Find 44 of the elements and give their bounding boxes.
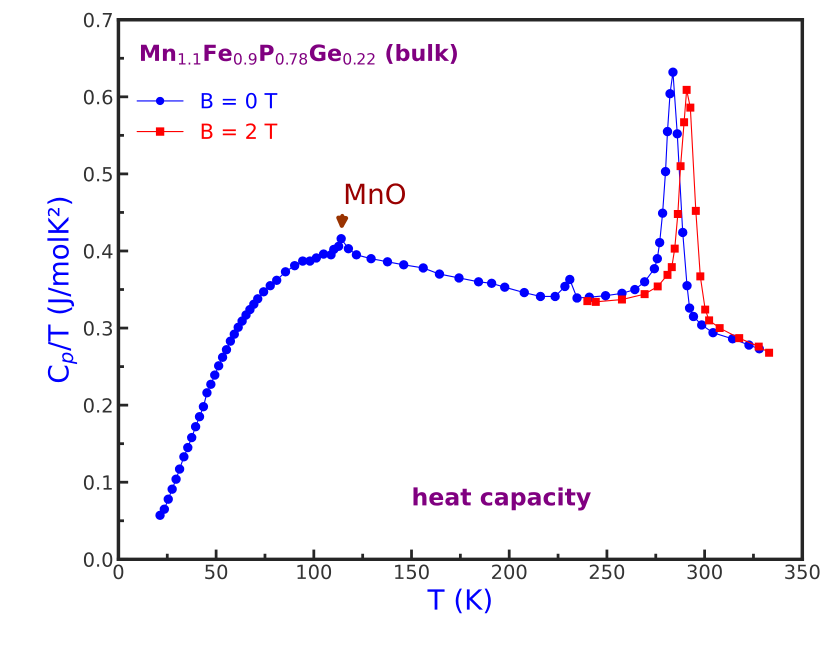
x-tick-label: 350 bbox=[785, 564, 820, 580]
y-tick-label: 0.6 bbox=[84, 90, 112, 104]
point bbox=[663, 270, 672, 279]
point bbox=[692, 206, 700, 215]
point bbox=[716, 324, 724, 332]
x-tick-label: 200 bbox=[492, 564, 526, 580]
point bbox=[654, 282, 662, 290]
x-tick-label: 150 bbox=[395, 564, 429, 580]
point bbox=[670, 244, 679, 253]
x-tick-label: 50 bbox=[205, 564, 228, 580]
chart-title: Mn$_{1.1}$Fe$_{0.9}$P$_{0.78}$Ge$_{0.22}$ (bulk) bbox=[140, 44, 457, 65]
y-tick-label: 0.5 bbox=[84, 166, 112, 182]
point bbox=[754, 342, 763, 351]
point bbox=[618, 296, 626, 304]
point bbox=[583, 297, 592, 306]
point bbox=[668, 263, 676, 272]
y-tick-label: 0.0 bbox=[84, 552, 112, 567]
x-axis-title: T (K) bbox=[427, 588, 491, 614]
point bbox=[705, 316, 714, 324]
point bbox=[640, 290, 649, 298]
point bbox=[696, 272, 704, 280]
point bbox=[686, 104, 694, 112]
point bbox=[674, 210, 682, 218]
point bbox=[680, 118, 688, 126]
x-tick-label: 0 bbox=[114, 564, 124, 580]
y-tick-label: 0.4 bbox=[84, 244, 112, 259]
legend-label: B = 0 T bbox=[202, 92, 278, 109]
x-tick-label: 100 bbox=[297, 564, 332, 580]
point bbox=[765, 348, 774, 357]
x-tick-label: 250 bbox=[590, 564, 624, 580]
point bbox=[592, 298, 600, 306]
x-tick-label: 300 bbox=[688, 564, 722, 580]
y-tick-label: 0.2 bbox=[84, 398, 112, 413]
annotation: MnO bbox=[346, 183, 406, 204]
y-tick-label: 0.1 bbox=[84, 475, 112, 490]
point bbox=[676, 162, 685, 170]
annotation: heat capacity bbox=[413, 487, 591, 510]
y-tick-label: 0.7 bbox=[84, 12, 112, 28]
y-tick-label: 0.3 bbox=[84, 321, 112, 336]
point bbox=[701, 306, 710, 314]
point bbox=[735, 334, 744, 342]
point bbox=[682, 86, 691, 94]
y-axis-title: C$_{p}$/T (J/molK²) bbox=[47, 198, 78, 382]
legend-label: B = 2 T bbox=[202, 123, 278, 139]
